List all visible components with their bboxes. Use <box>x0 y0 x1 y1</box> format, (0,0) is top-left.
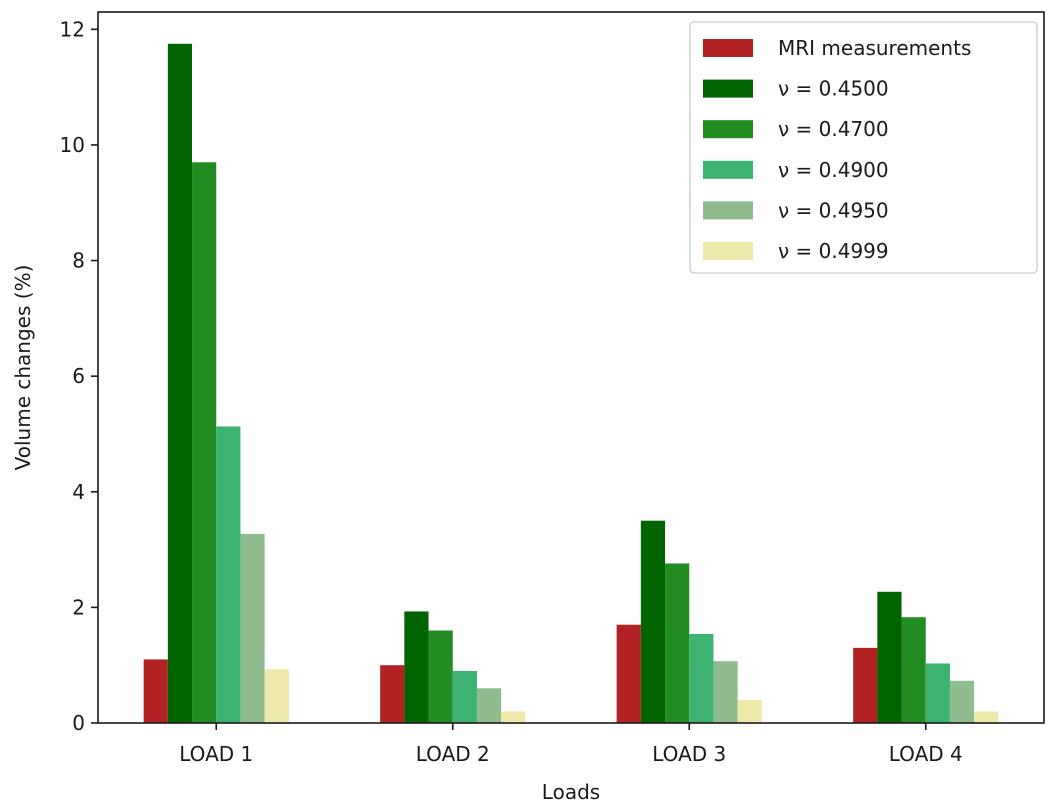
bar <box>853 647 878 723</box>
plot-frame <box>97 11 1045 724</box>
y-axis-title: Volume changes (%) <box>11 265 35 471</box>
x-tick-label: LOAD 4 <box>889 742 963 766</box>
legend-label: ν = 0.4500 <box>778 77 889 101</box>
legend-label: ν = 0.4700 <box>778 117 889 141</box>
x-tick-label: LOAD 3 <box>652 742 726 766</box>
bar <box>665 563 690 723</box>
legend-swatch <box>703 39 753 57</box>
legend-swatch <box>703 79 753 98</box>
bar <box>452 670 477 723</box>
bar <box>264 669 289 723</box>
bar <box>216 426 241 723</box>
y-axis: 0 2 4 6 8 10 12 <box>60 17 98 735</box>
x-tick-label: LOAD 1 <box>179 742 253 766</box>
legend-swatch <box>703 120 753 139</box>
bar <box>404 611 429 723</box>
bars-layer <box>143 43 999 724</box>
y-tick-label: 4 <box>72 480 85 504</box>
bar <box>428 630 453 723</box>
legend: MRI measurements ν = 0.4500 ν = 0.4700 ν = … <box>689 21 1038 274</box>
bar <box>476 688 502 723</box>
bar <box>167 43 193 724</box>
legend-label: ν = 0.4900 <box>778 158 889 182</box>
y-tick-label: 6 <box>72 364 85 388</box>
bar <box>877 591 902 723</box>
legend-swatch <box>703 242 753 260</box>
y-tick-label: 2 <box>72 595 85 619</box>
bar <box>640 520 666 723</box>
bar <box>143 659 168 723</box>
bar <box>192 162 217 724</box>
legend-label: ν = 0.4950 <box>778 198 889 222</box>
bar <box>713 661 738 723</box>
bar <box>901 617 926 723</box>
legend-label: MRI measurements <box>778 36 971 60</box>
bar <box>925 663 950 723</box>
x-axis: LOAD 1 LOAD 2 LOAD 3 LOAD 4 <box>179 723 963 766</box>
legend-box <box>689 21 1038 274</box>
y-tick-label: 0 <box>72 711 85 735</box>
x-axis-title: Loads <box>542 780 600 804</box>
bar <box>240 533 265 723</box>
bar <box>737 699 762 723</box>
legend-label: ν = 0.4999 <box>778 239 889 263</box>
bar <box>501 711 526 723</box>
legend-swatch <box>703 201 753 220</box>
x-tick-label: LOAD 2 <box>416 742 490 766</box>
y-tick-label: 8 <box>72 249 85 273</box>
bar <box>380 665 405 723</box>
legend-swatch <box>703 160 753 179</box>
bar <box>689 633 714 723</box>
bar <box>616 624 641 723</box>
bar <box>949 680 975 723</box>
y-tick-label: 10 <box>60 133 85 157</box>
bar <box>974 711 999 723</box>
y-tick-label: 12 <box>60 17 85 41</box>
